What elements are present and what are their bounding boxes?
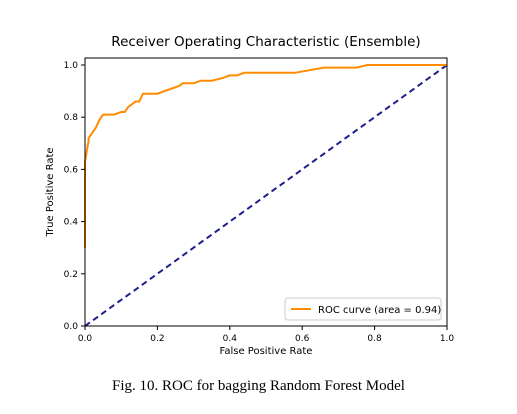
y-axis-label: True Positive Rate xyxy=(45,147,56,237)
x-tick-label: 0.0 xyxy=(78,334,93,344)
y-tick-label: 0.4 xyxy=(64,218,79,228)
roc-curve-line xyxy=(84,64,447,248)
y-tick-label: 0.8 xyxy=(64,113,79,123)
x-axis-label: False Positive Rate xyxy=(220,346,313,357)
y-tick-label: 0.2 xyxy=(64,270,78,280)
x-tick-label: 0.4 xyxy=(223,334,238,344)
legend-box xyxy=(284,297,442,321)
legend-label-roc: ROC curve (area = 0.94) xyxy=(318,305,441,316)
legend: ROC curve (area = 0.94) xyxy=(284,297,442,321)
x-tick-label: 0.2 xyxy=(150,334,164,344)
roc-chart: Receiver Operating Characteristic (Ensem… xyxy=(45,34,455,357)
y-tick-label: 0.0 xyxy=(64,322,79,332)
plot-frame xyxy=(84,57,448,327)
y-tick-label: 1.0 xyxy=(64,61,79,71)
x-tick-label: 1.0 xyxy=(440,334,455,344)
y-tick-label: 0.6 xyxy=(64,165,79,175)
chance-diagonal-line xyxy=(84,64,448,327)
x-tick-label: 0.6 xyxy=(295,334,310,344)
x-tick-label: 0.8 xyxy=(367,334,382,344)
figure-caption: Fig. 10. ROC for bagging Random Forest M… xyxy=(112,378,405,394)
chart-title: Receiver Operating Characteristic (Ensem… xyxy=(111,34,420,50)
